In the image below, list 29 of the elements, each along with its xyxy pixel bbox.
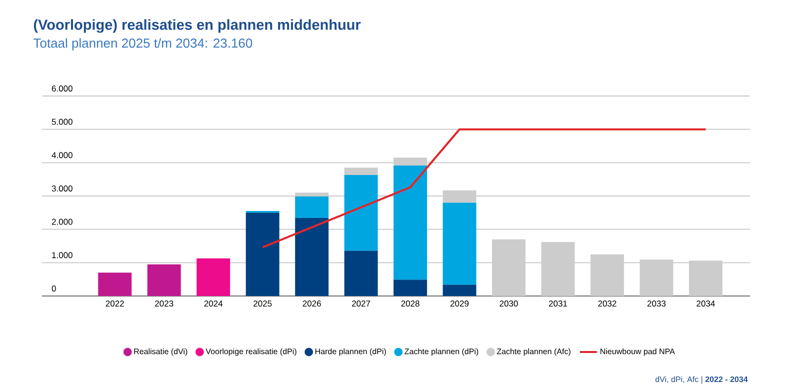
y-tick-label: 0	[52, 285, 56, 292]
legend-label: Harde plannen (dPi)	[315, 348, 386, 356]
x-tick-label: 2031	[548, 300, 568, 307]
y-tick-label: 3.000	[52, 185, 72, 192]
x-tick-label: 2029	[450, 300, 469, 307]
chart-title: (Voorlopige) realisaties en plannen middenhuur	[34, 19, 361, 33]
x-tick-label: 2025	[254, 300, 272, 307]
y-tick-label: 5.000	[52, 118, 72, 125]
legend-label: Realisatie (dVi)	[134, 348, 188, 356]
x-tick-label: 2032	[598, 300, 616, 307]
x-tick-label: 2030	[500, 300, 518, 307]
x-tick-label: 2028	[401, 300, 420, 307]
legend-label: Voorlopige realisatie (dPi)	[206, 348, 296, 356]
x-tick-label: 2022	[106, 300, 124, 307]
y-tick-label: 6.000	[52, 85, 72, 92]
y-tick-label: 2.000	[52, 218, 72, 225]
chart-subtitle: Totaal plannen 2025 t/m 2034: 23.160	[33, 38, 252, 50]
x-tick-label: 2026	[302, 300, 321, 307]
x-tick-label: 2027	[352, 300, 370, 307]
x-tick-label: 2033	[647, 300, 666, 307]
x-tick-label: 2024	[204, 300, 223, 307]
legend-label: Zachte plannen (Afc)	[496, 348, 570, 356]
y-tick-label: 1.000	[52, 252, 72, 258]
text: dVi, dPi, Afc | 2022 - 2034	[655, 376, 748, 384]
y-tick-label: 4.000	[52, 152, 72, 158]
x-tick-label: 2023	[155, 300, 174, 307]
legend-label: Nieuwbouw pad NPA	[600, 348, 675, 356]
legend-label: Zachte plannen (dPi)	[404, 348, 478, 356]
x-tick-label: 2034	[696, 300, 715, 307]
